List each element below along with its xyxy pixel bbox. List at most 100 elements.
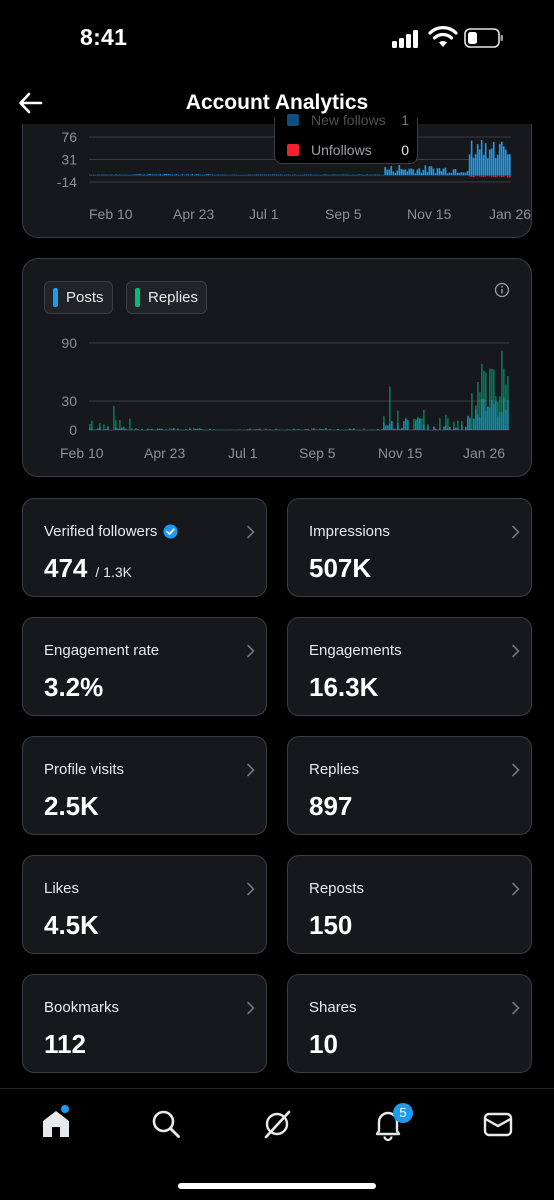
legend-label: Posts — [66, 289, 104, 306]
posts-bar — [391, 421, 393, 430]
follow-bar — [486, 158, 489, 175]
unfollow-bar — [486, 175, 489, 177]
metric-label-text: Engagement rate — [44, 642, 160, 659]
follow-bar — [494, 157, 497, 175]
unfollow-bar — [181, 175, 184, 176]
legend-label: Replies — [148, 289, 199, 306]
follow-bar — [384, 167, 387, 175]
replies-bar — [389, 386, 391, 430]
posts-bar — [89, 428, 91, 430]
tooltip-label: Unfollows — [311, 142, 372, 158]
follow-bar — [334, 174, 336, 176]
replies-bar — [103, 424, 105, 430]
follow-bar — [304, 174, 306, 176]
unfollow-bar — [444, 175, 447, 176]
follow-bar — [374, 174, 376, 176]
unfollow-bar — [504, 175, 507, 176]
metric-card-shares[interactable]: Shares 10 — [287, 974, 532, 1073]
posts-bar — [495, 401, 497, 430]
replies-bar — [457, 420, 459, 430]
unfollow-bar — [312, 175, 314, 176]
mail-icon[interactable] — [481, 1107, 515, 1141]
unfollow-bar — [165, 175, 167, 176]
unfollow-bar — [448, 175, 451, 176]
metric-card-replies[interactable]: Replies 897 — [287, 736, 532, 835]
metric-card-engagement-rate[interactable]: Engagement rate 3.2% — [22, 617, 267, 716]
posts-bar — [353, 428, 355, 430]
metric-value-text: 897 — [309, 791, 353, 821]
posts-bar — [461, 424, 463, 430]
follow-bar — [171, 174, 173, 176]
unfollow-bar — [352, 175, 354, 176]
metric-card-likes[interactable]: Likes 4.5K — [22, 855, 267, 954]
replies-bar — [481, 363, 483, 430]
metric-card-impressions[interactable]: Impressions 507K — [287, 498, 532, 597]
metric-label: Shares — [309, 999, 357, 1016]
follow-bar — [273, 174, 276, 176]
home-icon[interactable] — [39, 1107, 73, 1141]
follow-bar — [466, 170, 469, 175]
follow-bar — [468, 154, 471, 175]
search-icon[interactable] — [149, 1107, 183, 1141]
replies-bar — [255, 429, 257, 430]
metric-value-text: 150 — [309, 910, 353, 940]
metric-card-profile-visits[interactable]: Profile visits 2.5K — [22, 736, 267, 835]
unfollow-bar — [121, 175, 123, 176]
follow-bar — [376, 174, 378, 176]
follow-bar — [388, 169, 391, 175]
chevron-right-icon — [512, 525, 520, 539]
follow-bar — [261, 174, 264, 176]
follow-bar — [410, 168, 413, 175]
metric-card-reposts[interactable]: Reposts 150 — [287, 855, 532, 954]
metric-card-bookmarks[interactable]: Bookmarks 112 — [22, 974, 267, 1073]
legend-posts[interactable]: Posts — [44, 281, 113, 314]
unfollow-bar — [402, 175, 405, 176]
posts-bar — [399, 429, 401, 430]
follow-bar — [93, 174, 95, 176]
follow-bar — [458, 172, 461, 175]
posts-bar — [195, 428, 197, 430]
follow-bar — [265, 174, 268, 176]
legend-replies[interactable]: Replies — [126, 281, 208, 314]
posts-bar — [423, 424, 425, 430]
followers-chart: 76 31 -14 Feb 10 Apr 23 Jul 1 Sep 5 Nov 15 Jan 2… — [57, 129, 531, 222]
follow-bar — [386, 169, 389, 175]
follow-bar — [107, 174, 109, 176]
follow-bar — [191, 174, 194, 175]
replies-bar — [259, 428, 261, 430]
unfollow-bar — [324, 175, 326, 176]
follow-bar — [293, 174, 296, 176]
unfollow-bar — [302, 175, 304, 176]
follow-bar — [151, 174, 153, 175]
bell-icon[interactable] — [371, 1107, 405, 1141]
metric-card-verified-followers[interactable]: Verified followers 474 / 1.3K — [22, 498, 267, 597]
metric-value: 10 — [309, 1029, 338, 1060]
unfollow-bar — [161, 175, 163, 176]
posts-bar — [401, 428, 403, 430]
grok-icon[interactable] — [260, 1107, 294, 1141]
replies-bar — [439, 418, 441, 430]
follow-bar — [426, 172, 429, 175]
follow-bar — [438, 168, 441, 175]
back-arrow-icon[interactable] — [16, 88, 46, 118]
metric-label: Bookmarks — [44, 999, 119, 1016]
posts-bar — [97, 429, 99, 430]
metric-card-engagements[interactable]: Engagements 16.3K — [287, 617, 532, 716]
posts-bar — [147, 429, 149, 430]
metric-value-text: 10 — [309, 1029, 338, 1059]
unfollow-bar — [372, 175, 374, 176]
unfollow-bar — [468, 175, 471, 177]
chevron-right-icon — [247, 525, 255, 539]
replies-bar — [119, 419, 121, 430]
posts-bar — [503, 396, 505, 430]
info-icon[interactable] — [494, 282, 510, 298]
unfollow-bar — [338, 175, 340, 176]
replies-bar — [113, 405, 115, 430]
unfollow-bar — [330, 175, 332, 176]
posts-chart-card[interactable]: Posts Replies 90 30 0 Feb 10 Apr 23 Jul 1 Sep … — [22, 258, 532, 477]
unfollow-bar — [239, 175, 242, 176]
posts-bar — [151, 428, 153, 430]
metric-label: Verified followers — [44, 523, 178, 540]
follow-bar — [269, 174, 272, 176]
unfollow-bar — [366, 175, 368, 176]
